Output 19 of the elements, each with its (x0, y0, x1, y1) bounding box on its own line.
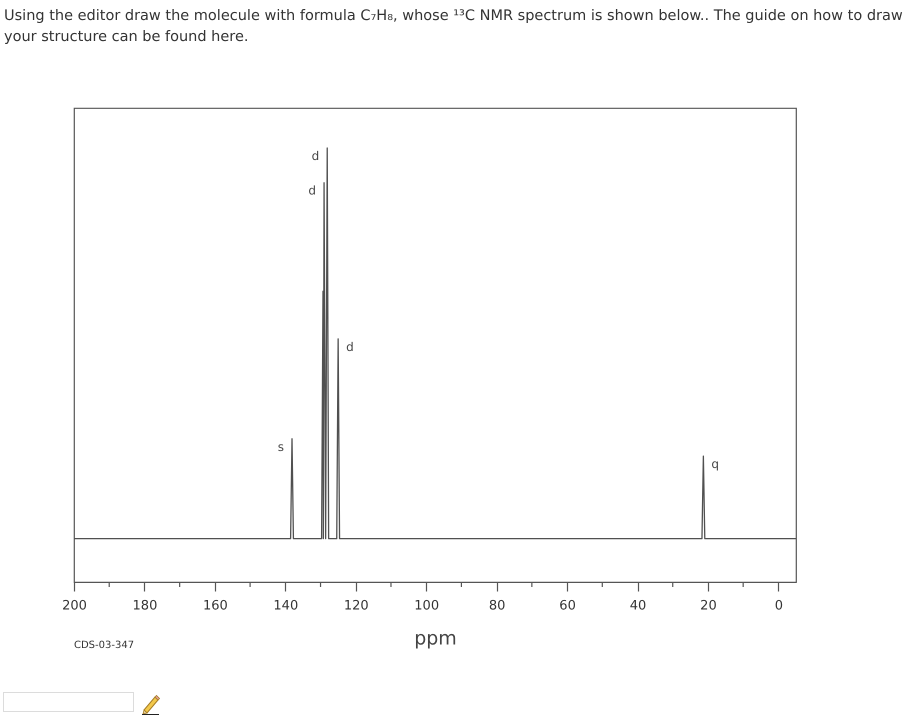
annotation: d (346, 340, 354, 354)
x-tick-label: 80 (488, 598, 506, 614)
x-tick-label: 140 (273, 598, 298, 614)
annotation: q (711, 457, 719, 472)
annotation: d (312, 149, 320, 163)
x-tick-label: 20 (700, 598, 717, 614)
annotation: d (308, 184, 316, 198)
x-tick-label: 40 (630, 598, 646, 614)
x-tick-label: 180 (132, 598, 158, 614)
x-tick-label: 120 (344, 598, 369, 614)
text: CDS-03-347 (74, 640, 134, 651)
x-tick-label: 160 (202, 598, 228, 614)
annotation: s (278, 440, 284, 454)
x-tick-label: 200 (62, 598, 87, 614)
x-tick-label: 0 (774, 598, 784, 614)
chart-title: Using the editor draw the molecule with formula C₇H₈, whose ¹³C NMR spectrum is shown below.. The guide on how to draw your structure can be found here. (4, 7, 904, 47)
x-axis-title: ppm (414, 628, 457, 650)
x-tick-label: 60 (559, 598, 576, 614)
x-tick-label: 100 (414, 598, 440, 614)
